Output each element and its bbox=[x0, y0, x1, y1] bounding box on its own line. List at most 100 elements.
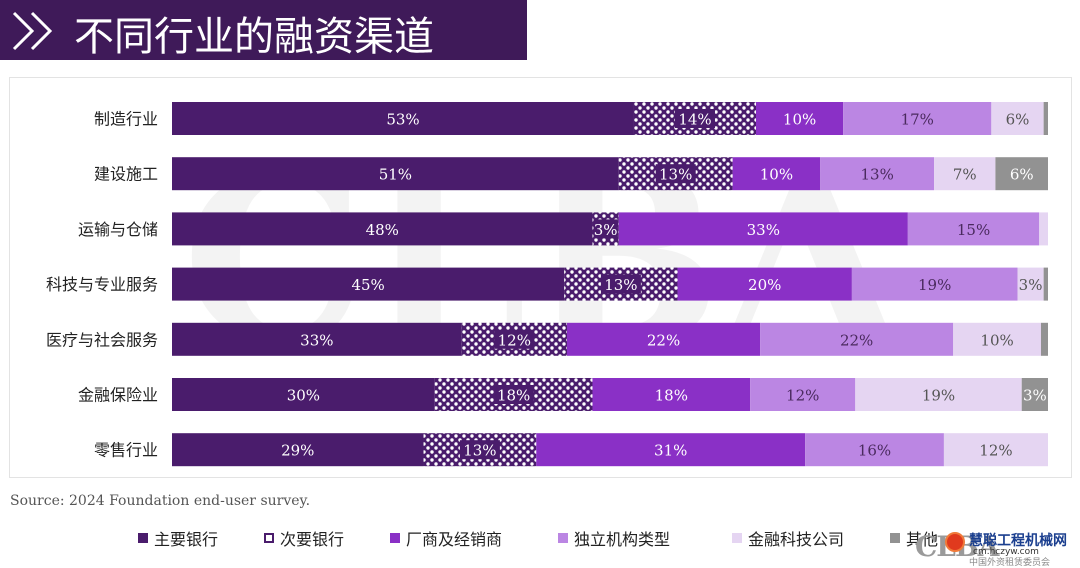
category-label: 建设施工 bbox=[94, 165, 158, 184]
category-label: 零售行业 bbox=[94, 441, 158, 460]
legend-label: 厂商及经销商 bbox=[406, 530, 503, 549]
legend-label: 主要银行 bbox=[154, 530, 219, 549]
legend-item: 金融科技公司 bbox=[732, 526, 844, 550]
bar-segment bbox=[1017, 267, 1044, 301]
data-label: 30% bbox=[287, 387, 320, 405]
watermark-site-name: 慧聪工程机械网 bbox=[969, 533, 1067, 549]
data-label-background bbox=[459, 440, 500, 460]
legend-swatch bbox=[390, 533, 400, 543]
bar-segment bbox=[760, 322, 954, 356]
data-label: 17% bbox=[901, 111, 934, 129]
category-label: 运输与仓储 bbox=[78, 220, 158, 239]
watermark-site-url: cm.hczyw.com bbox=[973, 547, 1039, 557]
bar-segment bbox=[756, 102, 844, 135]
bar-segment bbox=[172, 433, 424, 467]
bar-segment bbox=[566, 322, 761, 356]
data-label-background bbox=[674, 109, 715, 128]
data-label: 18% bbox=[497, 387, 530, 405]
legend-item: 主要银行 bbox=[138, 526, 218, 550]
data-label: 31% bbox=[654, 442, 687, 460]
legend-item: 其他 bbox=[890, 526, 938, 550]
data-label-background bbox=[600, 274, 641, 294]
bar-segment bbox=[991, 102, 1044, 135]
bar-segment bbox=[1040, 322, 1048, 356]
data-label: 15% bbox=[957, 221, 990, 239]
data-label: 10% bbox=[760, 166, 793, 184]
stacked-bar-chart: CLBA 制造行业 53% 14% 10% 17% 6%建设施工 51% 13% 10% 13% 7… bbox=[46, 102, 1048, 467]
data-label: 45% bbox=[351, 276, 384, 294]
bar-segment bbox=[851, 267, 1018, 301]
data-label: 12% bbox=[498, 331, 531, 349]
data-label: 7% bbox=[953, 166, 977, 184]
bar-segment bbox=[1039, 212, 1048, 246]
data-label: 12% bbox=[786, 387, 819, 405]
bar-segment bbox=[172, 102, 634, 135]
double-chevron-icon bbox=[12, 11, 53, 51]
data-label: 19% bbox=[922, 387, 955, 405]
bar-segment bbox=[592, 378, 751, 411]
legend-swatch bbox=[732, 533, 742, 543]
bar-segment bbox=[855, 378, 1022, 411]
bar-segment bbox=[820, 157, 935, 191]
data-label: 33% bbox=[300, 331, 333, 349]
bar-segment bbox=[953, 322, 1041, 356]
category-label: 医疗与社会服务 bbox=[46, 330, 158, 349]
bar-segment bbox=[172, 212, 593, 246]
data-label: 29% bbox=[281, 442, 314, 460]
data-label: 14% bbox=[678, 111, 711, 129]
data-label: 33% bbox=[747, 221, 780, 239]
bar-segment bbox=[805, 433, 944, 467]
legend-item: 次要银行 bbox=[264, 526, 344, 550]
legend-item: 独立机构类型 bbox=[558, 526, 670, 550]
legend-swatch bbox=[558, 533, 568, 543]
data-label: 13% bbox=[659, 166, 692, 184]
data-label: 48% bbox=[366, 221, 399, 239]
bar-segment bbox=[843, 102, 992, 135]
data-label: 20% bbox=[748, 276, 781, 294]
bar-segment bbox=[750, 378, 856, 411]
bar-segment bbox=[172, 157, 619, 191]
data-label: 19% bbox=[918, 276, 951, 294]
bar-segment bbox=[677, 267, 852, 301]
data-label: 51% bbox=[379, 166, 412, 184]
data-label-background bbox=[655, 164, 696, 184]
title-banner: 不同行业的融资渠道 bbox=[0, 0, 527, 60]
bar-segment bbox=[995, 157, 1048, 191]
bar-segment bbox=[1043, 267, 1048, 301]
data-label: 3% bbox=[594, 221, 618, 239]
legend-swatch bbox=[890, 533, 900, 543]
category-label: 制造行业 bbox=[94, 110, 158, 129]
data-label: 13% bbox=[861, 166, 894, 184]
data-label: 16% bbox=[858, 442, 891, 460]
legend-label: 独立机构类型 bbox=[574, 530, 671, 549]
watermark-logo: CLBA 慧聪工程机械网 cm.hczyw.com 中国外资租赁委员会 bbox=[915, 526, 1080, 568]
gear-icon bbox=[945, 532, 965, 552]
bar-segment bbox=[732, 157, 821, 191]
bar-segment bbox=[907, 212, 1040, 246]
legend-label: 其他 bbox=[906, 530, 939, 549]
bar-segment bbox=[943, 433, 1048, 467]
legend-swatch bbox=[138, 533, 148, 543]
legend-swatch bbox=[264, 533, 274, 543]
data-label: 10% bbox=[783, 111, 816, 129]
chart-legend: 主要银行 次要银行 厂商及经销商 独立机构类型 金融科技公司 其他 bbox=[138, 526, 948, 550]
data-label: 3% bbox=[1023, 387, 1047, 405]
data-label-background bbox=[593, 219, 618, 239]
bar-segment bbox=[1021, 378, 1048, 411]
legend-label: 金融科技公司 bbox=[748, 530, 845, 549]
data-label: 12% bbox=[979, 442, 1012, 460]
data-label: 6% bbox=[1006, 111, 1030, 129]
data-label-background bbox=[494, 329, 535, 349]
data-label: 10% bbox=[980, 331, 1013, 349]
data-label: 6% bbox=[1010, 166, 1034, 184]
legend-item: 厂商及经销商 bbox=[390, 526, 502, 550]
legend-label: 次要银行 bbox=[280, 530, 345, 549]
bar-segment bbox=[172, 378, 435, 411]
bar-segment bbox=[618, 212, 908, 246]
data-label: 18% bbox=[655, 387, 688, 405]
data-label: 13% bbox=[463, 442, 496, 460]
data-label: 13% bbox=[604, 276, 637, 294]
bar-segment bbox=[172, 267, 565, 301]
category-label: 科技与专业服务 bbox=[46, 275, 158, 294]
category-label: 金融保险业 bbox=[78, 386, 158, 405]
